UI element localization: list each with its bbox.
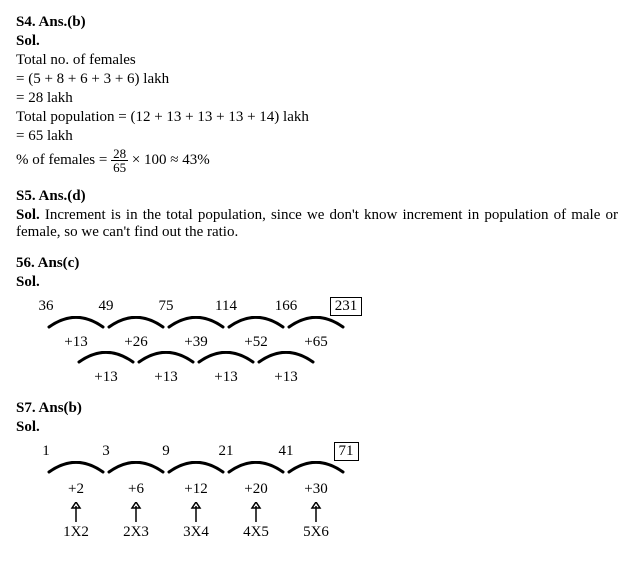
up-arrow-icon — [226, 502, 286, 522]
seq-arc — [286, 461, 346, 475]
seq-arc — [136, 351, 196, 365]
seq-diff: +13 — [136, 369, 196, 386]
seq-term-boxed: 231 — [330, 297, 363, 316]
seq-product: 3X4 — [166, 524, 226, 541]
solution-s5: S5. Ans.(d) Sol. Increment is in the tot… — [16, 188, 618, 241]
seq-diff: +12 — [166, 481, 226, 498]
s4-pct-line: % of females = 2865 × 100 ≈ 43% — [16, 147, 618, 174]
up-arrow-icon — [46, 502, 106, 522]
up-arrow-icon — [286, 502, 346, 522]
s7-header: S7. Ans(b) — [16, 400, 618, 417]
seq-arc — [46, 316, 106, 330]
seq-diff: +30 — [286, 481, 346, 498]
seq-diff: +65 — [286, 334, 346, 351]
solution-56: 56. Ans(c) Sol. 364975114166231 +13+26+3… — [16, 255, 618, 386]
seq-term: 1 — [16, 443, 76, 460]
seq-term-boxed: 71 — [334, 442, 359, 461]
s4-pct-prefix: % of females = — [16, 152, 111, 168]
seq-diff-row: +2+6+12+20+30 — [46, 481, 618, 498]
seq-arc — [46, 461, 106, 475]
seq-diff-row: +13+13+13+13 — [76, 369, 618, 386]
seq-term: 41 — [256, 443, 316, 460]
seq-term: 3 — [76, 443, 136, 460]
seq-diff: +20 — [226, 481, 286, 498]
seq-arc — [166, 316, 226, 330]
seq-diff: +13 — [196, 369, 256, 386]
seq-arrow-row — [46, 502, 618, 522]
s56-header: 56. Ans(c) — [16, 255, 618, 272]
seq-diff: +13 — [256, 369, 316, 386]
seq-diff: +13 — [76, 369, 136, 386]
seq-arc — [226, 461, 286, 475]
seq-diff: +39 — [166, 334, 226, 351]
seq-term: 114 — [196, 298, 256, 315]
seq-terms-row: 364975114166 231 — [16, 297, 618, 316]
s4-header: S4. Ans.(b) — [16, 14, 618, 31]
seq-arc-row — [46, 316, 618, 330]
seq-arc-row — [76, 351, 618, 365]
s4-line2: = (5 + 8 + 6 + 3 + 6) lakh — [16, 71, 618, 88]
solution-s4: S4. Ans.(b) Sol. Total no. of females = … — [16, 14, 618, 174]
seq-terms-row: 1392141 71 — [16, 442, 618, 461]
s56-sol-label: Sol. — [16, 274, 618, 291]
s4-sol-label: Sol. — [16, 33, 618, 50]
seq-arc — [286, 316, 346, 330]
seq-arc — [76, 351, 136, 365]
seq-arc — [256, 351, 316, 365]
seq-diff: +6 — [106, 481, 166, 498]
s5-sol-label: Sol. — [16, 207, 40, 223]
s4-line3: = 28 lakh — [16, 90, 618, 107]
seq-diff: +26 — [106, 334, 166, 351]
s5-body: Sol. Increment is in the total populatio… — [16, 207, 618, 241]
seq-arc — [166, 461, 226, 475]
seq-arc — [106, 316, 166, 330]
seq-product: 1X2 — [46, 524, 106, 541]
seq-arc — [226, 316, 286, 330]
seq-term: 49 — [76, 298, 136, 315]
seq-term: 36 — [16, 298, 76, 315]
s4-frac-den: 65 — [111, 161, 128, 174]
s4-frac-num: 28 — [111, 147, 128, 161]
seq-product: 5X6 — [286, 524, 346, 541]
s4-fraction: 2865 — [111, 147, 128, 174]
s7-sol-label: Sol. — [16, 419, 618, 436]
s5-header: S5. Ans.(d) — [16, 188, 618, 205]
seq-arc — [196, 351, 256, 365]
seq-product: 2X3 — [106, 524, 166, 541]
seq-term: 231 — [316, 297, 376, 316]
seq-diff: +52 — [226, 334, 286, 351]
up-arrow-icon — [106, 502, 166, 522]
seq-term: 71 — [316, 442, 376, 461]
seq-product: 4X5 — [226, 524, 286, 541]
seq-term: 75 — [136, 298, 196, 315]
seq-arc-row — [46, 461, 618, 475]
s7-sequence: 1392141 71 +2+6+12+20+30 1X22X33X44X55X6 — [16, 442, 618, 541]
s4-pct-suffix: × 100 ≈ 43% — [128, 152, 210, 168]
seq-diff: +2 — [46, 481, 106, 498]
s4-line4: Total population = (12 + 13 + 13 + 13 + … — [16, 109, 618, 126]
solution-s7: S7. Ans(b) Sol. 1392141 71 +2+6+12+20+30 … — [16, 400, 618, 541]
seq-term: 166 — [256, 298, 316, 315]
s56-sequence: 364975114166231 +13+26+39+52+65 +13+13+1… — [16, 297, 618, 386]
s4-line5: = 65 lakh — [16, 128, 618, 145]
seq-diff: +13 — [46, 334, 106, 351]
seq-diff-row: +13+26+39+52+65 — [46, 334, 618, 351]
s5-text: Increment is in the total population, si… — [16, 207, 618, 240]
seq-product-row: 1X22X33X44X55X6 — [46, 524, 618, 541]
seq-term: 21 — [196, 443, 256, 460]
seq-arc — [106, 461, 166, 475]
up-arrow-icon — [166, 502, 226, 522]
seq-term: 9 — [136, 443, 196, 460]
s4-line1: Total no. of females — [16, 52, 618, 69]
